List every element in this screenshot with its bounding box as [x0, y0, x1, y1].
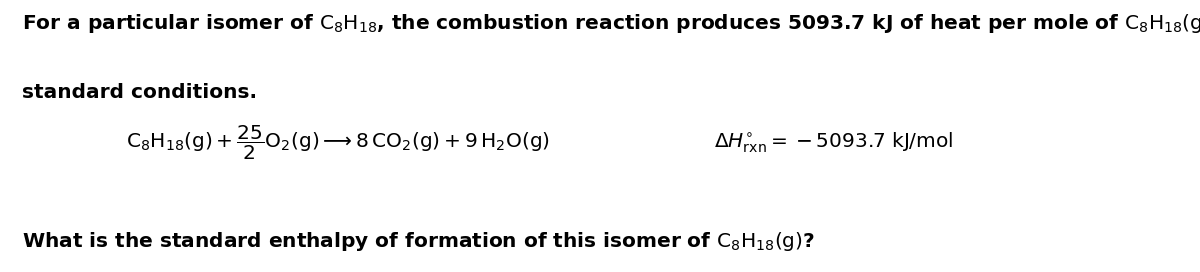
Text: $\Delta H^{\circ}_{\mathrm{rxn}} = -5093.7\ \mathrm{kJ/mol}$: $\Delta H^{\circ}_{\mathrm{rxn}} = -5093… [714, 131, 953, 155]
Text: What is the standard enthalpy of formation of this isomer of $\mathrm{C_8H_{18}(: What is the standard enthalpy of formati… [22, 230, 815, 253]
Text: $\mathrm{C_8H_{18}(g) + \dfrac{25}{2}O_2(g) \longrightarrow 8\,CO_2(g) + 9\,H_2O: $\mathrm{C_8H_{18}(g) + \dfrac{25}{2}O_2… [126, 124, 550, 162]
Text: standard conditions.: standard conditions. [22, 83, 257, 102]
Text: For a particular isomer of $\mathrm{C_8H_{18}}$, the combustion reaction produce: For a particular isomer of $\mathrm{C_8H… [22, 12, 1200, 35]
